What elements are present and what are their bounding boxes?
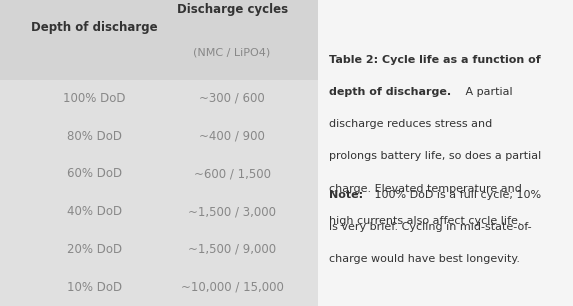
Text: high currents also affect cycle life.: high currents also affect cycle life. [329, 216, 522, 226]
Text: Depth of discharge: Depth of discharge [32, 21, 158, 34]
Text: A partial: A partial [462, 87, 513, 97]
Text: Discharge cycles: Discharge cycles [176, 3, 288, 16]
Bar [0, 0, 318, 80]
Text: Table 2: Cycle life as a function of: Table 2: Cycle life as a function of [329, 55, 541, 65]
Text: 10% DoD: 10% DoD [67, 281, 122, 294]
Text: 40% DoD: 40% DoD [67, 205, 122, 218]
Text: 60% DoD: 60% DoD [67, 167, 122, 181]
Text: ~400 / 900: ~400 / 900 [199, 130, 265, 143]
Text: ~10,000 / 15,000: ~10,000 / 15,000 [180, 281, 284, 294]
Text: charge would have best longevity.: charge would have best longevity. [329, 254, 520, 264]
Text: is very brief. Cycling in mid-state-of-: is very brief. Cycling in mid-state-of- [329, 222, 532, 232]
Text: prolongs battery life, so does a partial: prolongs battery life, so does a partial [329, 151, 541, 162]
Text: ~1,500 / 9,000: ~1,500 / 9,000 [188, 243, 276, 256]
Text: 100% DoD: 100% DoD [63, 92, 126, 105]
Text: 100% DoD is a full cycle; 10%: 100% DoD is a full cycle; 10% [371, 190, 541, 200]
Text: ~300 / 600: ~300 / 600 [199, 92, 265, 105]
Text: (NMC / LiPO4): (NMC / LiPO4) [194, 47, 270, 57]
Text: ~1,500 / 3,000: ~1,500 / 3,000 [188, 205, 276, 218]
Bar [0, 0, 318, 306]
Text: ~600 / 1,500: ~600 / 1,500 [194, 167, 270, 181]
Text: 80% DoD: 80% DoD [67, 130, 122, 143]
Text: discharge reduces stress and: discharge reduces stress and [329, 119, 493, 129]
Text: 20% DoD: 20% DoD [67, 243, 122, 256]
Text: depth of discharge.: depth of discharge. [329, 87, 452, 97]
Text: charge. Elevated temperature and: charge. Elevated temperature and [329, 184, 523, 194]
Text: Note:: Note: [329, 190, 364, 200]
